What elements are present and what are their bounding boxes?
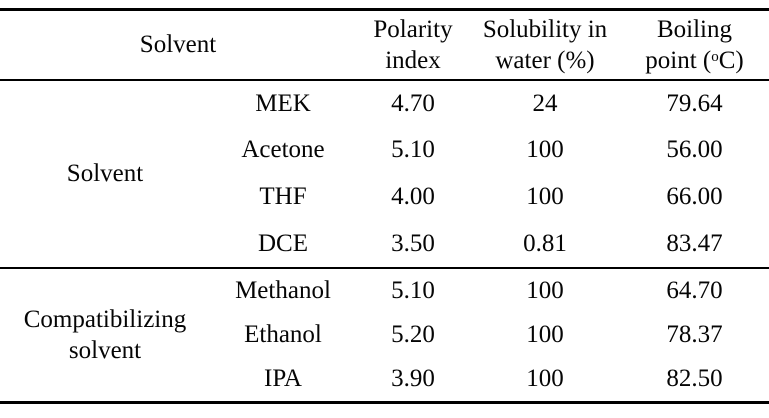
solubility-cell: 100: [526, 136, 564, 163]
boiling-point-cell: 66.00: [666, 183, 723, 210]
polarity-index-cell: 3.50: [391, 229, 435, 257]
header-solubility-line2: water (%): [495, 46, 595, 74]
boiling-point-cell: 83.47: [666, 229, 723, 257]
solvent-properties-table: Solvent Polarity index Solubility in wat…: [0, 8, 769, 404]
solvent-name-cell: THF: [259, 183, 307, 210]
polarity-index-cell: 5.10: [391, 136, 435, 163]
solvent-name-cell: Acetone: [241, 136, 325, 163]
polarity-index-cell: 5.10: [391, 276, 435, 304]
solubility-cell: 100: [526, 276, 564, 304]
solvent-name-cell: MEK: [255, 89, 311, 117]
group-label-cell: Compatibilizing solvent: [0, 268, 210, 403]
table-row: Ethanol 5.20 100 78.37: [0, 313, 769, 358]
header-row: Solvent Polarity index Solubility in wat…: [0, 10, 769, 80]
solvent-name-cell: DCE: [258, 229, 308, 257]
group-compatibilizing-solvent: Compatibilizing solvent Methanol 5.10 10…: [0, 267, 769, 403]
header-solvent: Solvent: [0, 10, 356, 80]
header-boiling-line2: point (oC): [620, 45, 769, 76]
page: Solvent Polarity index Solubility in wat…: [0, 8, 769, 404]
header-solubility-in-water: Solubility in water (%): [470, 10, 620, 80]
table-row: IPA 3.90 100 82.50: [0, 358, 769, 403]
table-row: Solvent MEK 4.70 24 79.64: [0, 80, 769, 188]
degree-superscript: o: [711, 49, 719, 65]
boiling-point-cell: 64.70: [666, 276, 723, 304]
group-label-cell: Solvent: [0, 80, 210, 268]
solubility-cell: 100: [526, 321, 564, 348]
boiling-point-cell: 56.00: [666, 136, 723, 163]
header-solvent-label: Solvent: [139, 30, 217, 58]
solvent-name-cell: Methanol: [235, 276, 331, 304]
header-solubility-line1: Solubility in: [482, 15, 608, 43]
table-row: DCE 3.50 0.81 83.47: [0, 221, 769, 268]
header-boiling-point: Boiling point (oC): [620, 10, 769, 80]
table-header: Solvent Polarity index Solubility in wat…: [0, 10, 769, 80]
header-boiling-line1: Boiling: [656, 15, 732, 43]
boiling-point-cell: 82.50: [666, 365, 723, 393]
polarity-index-cell: 4.00: [391, 183, 435, 210]
group-label-solvent: Solvent: [66, 160, 144, 187]
polarity-index-cell: 5.20: [391, 321, 435, 348]
group-solvent: Solvent MEK 4.70 24 79.64 Acetone 5.10 1…: [0, 80, 769, 268]
header-boiling-line2-suffix: C): [718, 46, 744, 74]
table-row: Compatibilizing solvent Methanol 5.10 10…: [0, 268, 769, 364]
header-polarity-line1: Polarity: [373, 15, 453, 43]
boiling-point-cell: 78.37: [666, 321, 723, 348]
solvent-name-cell: IPA: [264, 365, 302, 393]
header-polarity-index: Polarity index: [356, 10, 470, 80]
solubility-cell: 100: [526, 183, 564, 210]
header-boiling-line2-prefix: point (: [645, 46, 712, 74]
boiling-point-cell: 79.64: [666, 89, 723, 117]
header-polarity-line2: index: [385, 46, 441, 74]
table-row: Acetone 5.10 100 56.00: [0, 127, 769, 174]
solubility-cell: 0.81: [523, 229, 567, 257]
table-row: THF 4.00 100 66.00: [0, 174, 769, 221]
solubility-cell: 100: [526, 365, 564, 393]
polarity-index-cell: 3.90: [391, 365, 435, 393]
solubility-cell: 24: [532, 89, 558, 117]
polarity-index-cell: 4.70: [391, 89, 435, 117]
group-label-compatibilizing-solvent: Compatibilizing solvent: [23, 305, 187, 364]
solvent-name-cell: Ethanol: [244, 321, 322, 348]
